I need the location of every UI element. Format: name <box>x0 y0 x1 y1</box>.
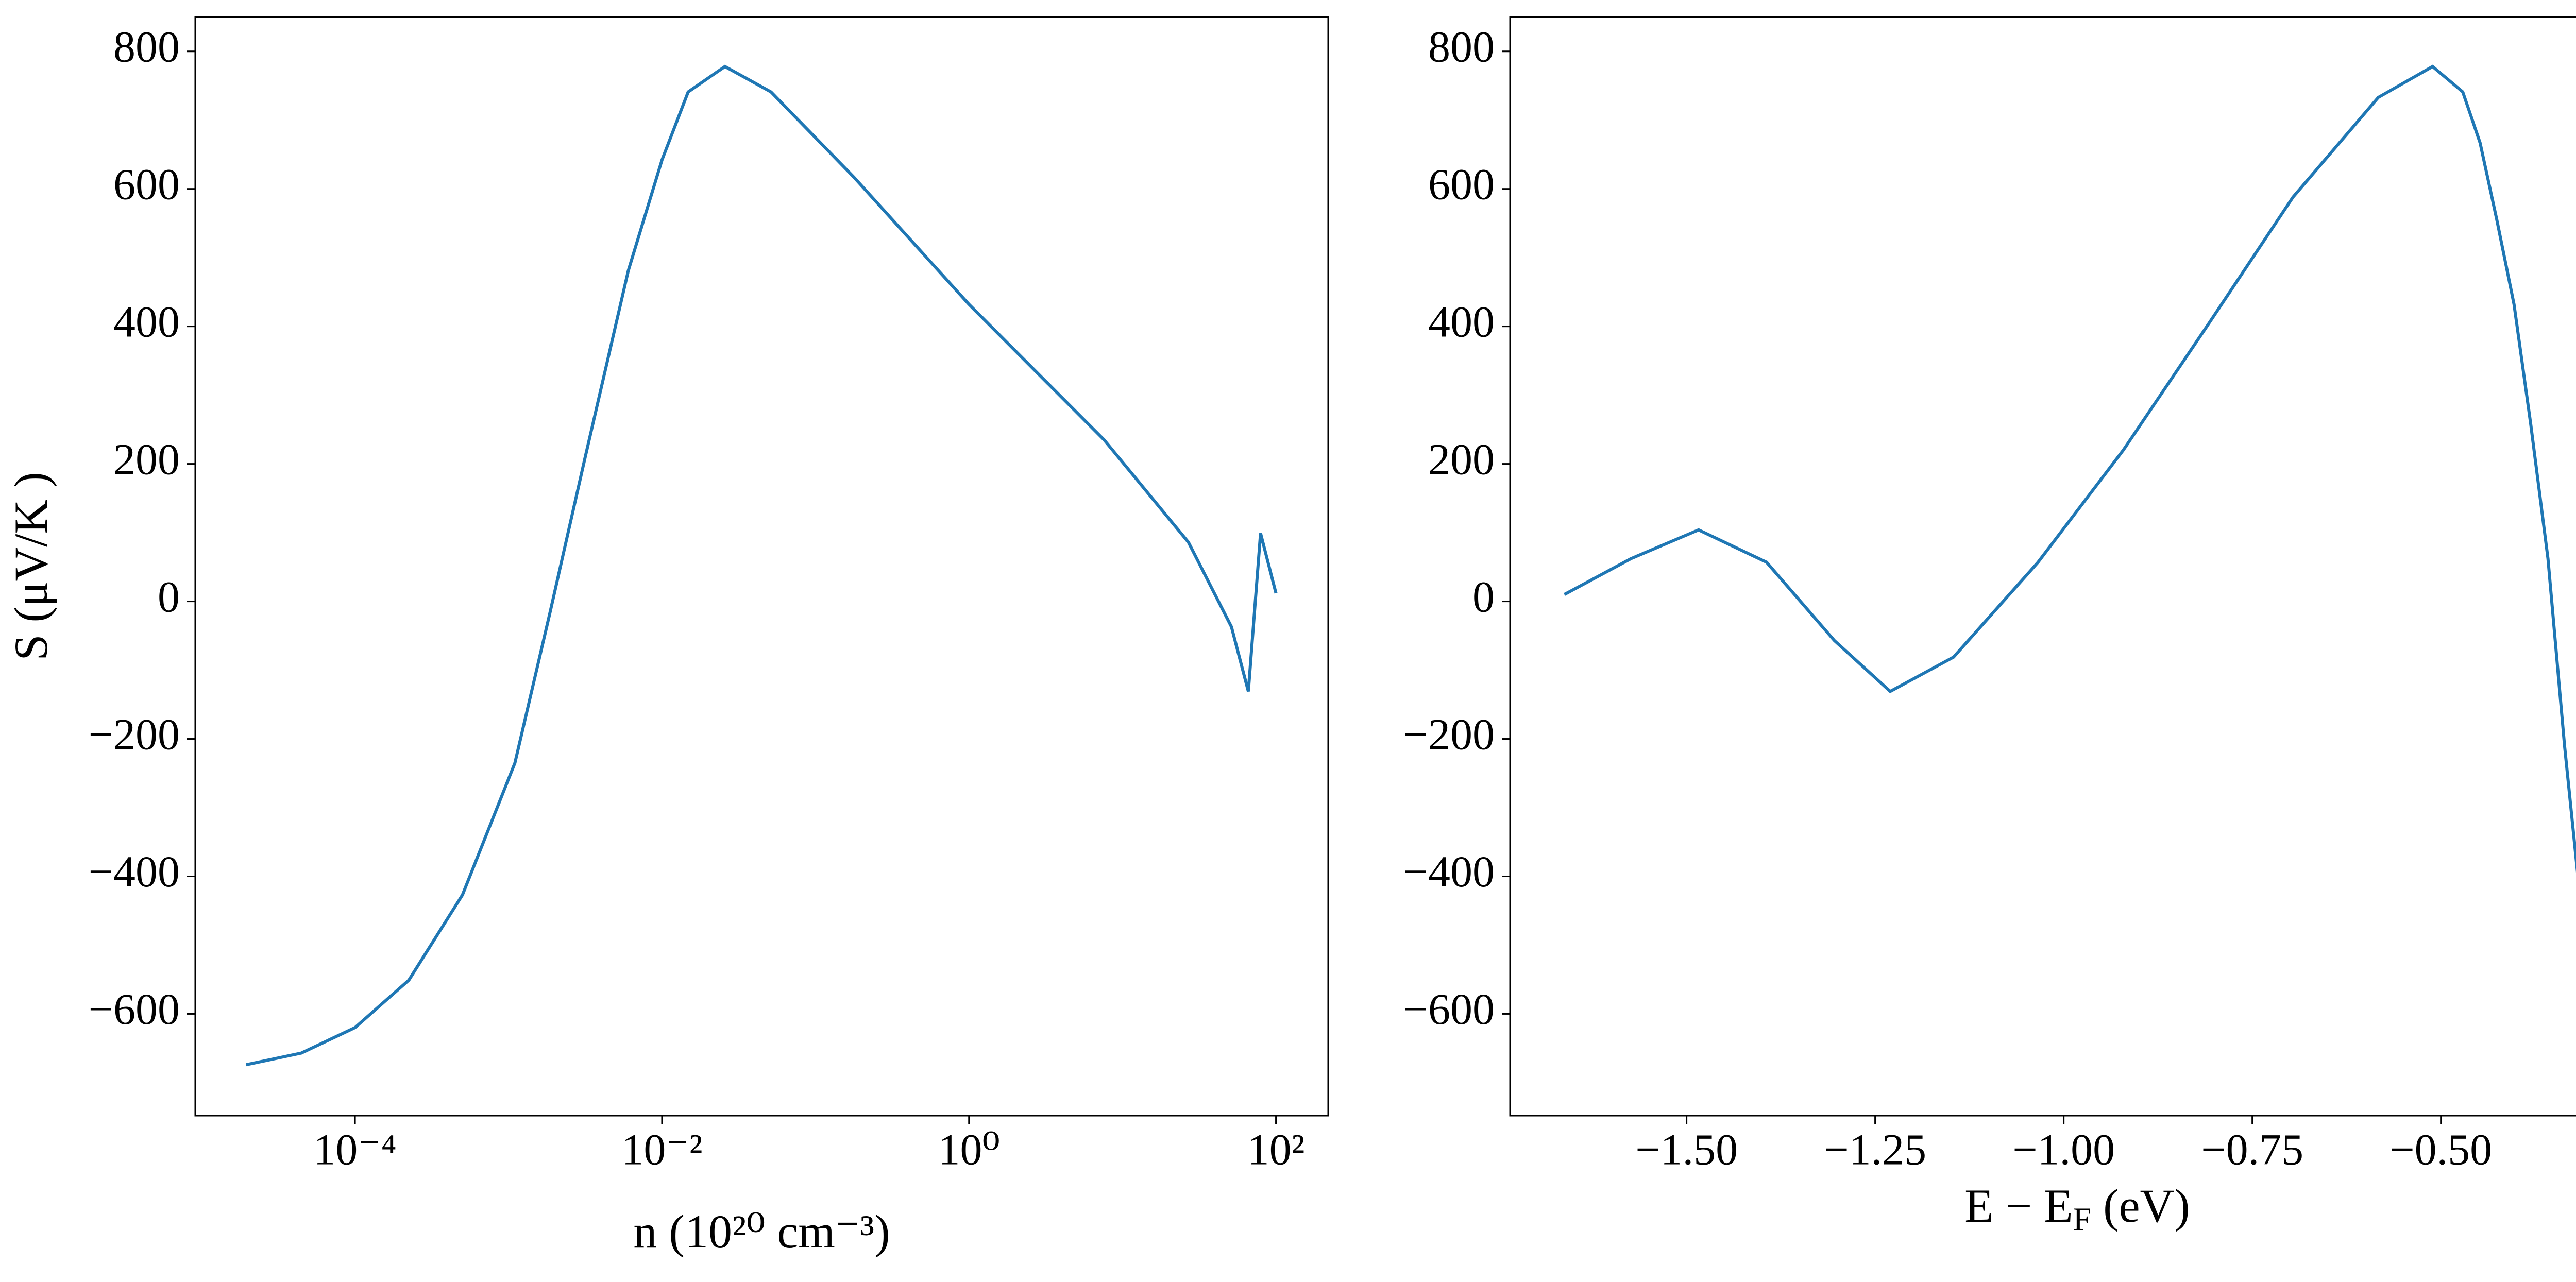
x-tick-label: −1.25 <box>1824 1125 1926 1174</box>
x-tick-label: −0.75 <box>2201 1125 2303 1174</box>
x-tick-label: −1.50 <box>1635 1125 1738 1174</box>
y-tick-label: −600 <box>88 984 180 1034</box>
y-tick-label: 800 <box>1428 22 1495 71</box>
axes-frame <box>194 16 1329 1117</box>
y-tick-label: 0 <box>158 572 180 621</box>
y-tick-label: 400 <box>1428 297 1495 346</box>
y-tick-label: 600 <box>1428 159 1495 209</box>
y-tick-label: −400 <box>1403 847 1495 896</box>
y-tick-label: −200 <box>1403 709 1495 759</box>
x-axis-label: E − EF (eV) <box>1964 1180 2190 1237</box>
x-axis-label: n (10²⁰ cm⁻³) <box>633 1205 890 1258</box>
x-tick-label: −0.50 <box>2389 1125 2492 1174</box>
y-tick-label: −400 <box>88 847 180 896</box>
y-tick-label: 600 <box>113 159 180 209</box>
x-tick-label: 10² <box>1247 1125 1305 1174</box>
y-axis-label: S (μV/K ) <box>5 472 57 660</box>
y-tick-label: 0 <box>1472 572 1495 621</box>
data-line <box>245 64 1278 1067</box>
x-tick-label: 10⁻⁴ <box>313 1125 396 1174</box>
x-tick-label: −1.00 <box>2012 1125 2115 1174</box>
y-tick-label: −600 <box>1403 984 1495 1034</box>
axes-frame <box>1509 16 2576 1117</box>
y-tick-label: 200 <box>113 434 180 484</box>
y-tick-label: 800 <box>113 22 180 71</box>
x-tick-label: 10⁻² <box>621 1125 702 1174</box>
x-tick-label: 10⁰ <box>938 1125 1000 1174</box>
y-tick-label: 400 <box>113 297 180 346</box>
data-line <box>1563 64 2576 873</box>
y-tick-label: −200 <box>88 709 180 759</box>
y-tick-label: 200 <box>1428 434 1495 484</box>
